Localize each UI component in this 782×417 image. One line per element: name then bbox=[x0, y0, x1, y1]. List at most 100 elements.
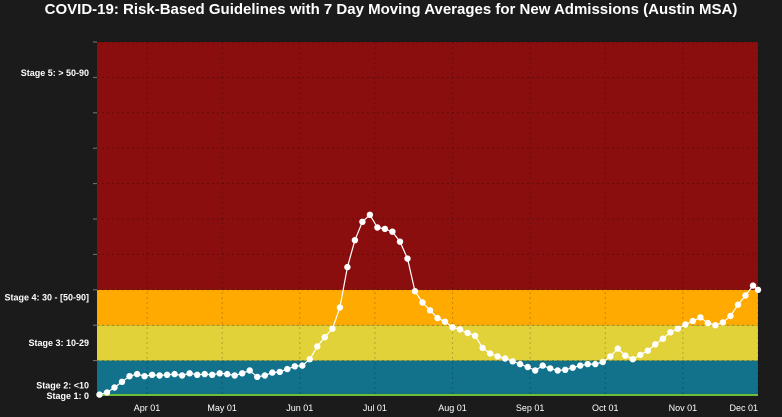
data-point bbox=[314, 343, 321, 350]
data-point bbox=[674, 325, 682, 332]
x-tick-label: Dec 01 bbox=[729, 403, 758, 413]
data-point bbox=[622, 352, 629, 359]
data-point bbox=[404, 255, 411, 262]
data-point bbox=[712, 322, 719, 329]
data-point bbox=[178, 372, 186, 379]
data-point bbox=[547, 365, 554, 372]
stage-label-2: Stage 2: <10 bbox=[36, 380, 89, 390]
data-point bbox=[299, 362, 306, 369]
x-axis-ticks: Apr 01 May 01 Jun 01 Jul 01 Aug 01 Sep 01 Oct … bbox=[134, 403, 758, 413]
data-point bbox=[171, 370, 178, 378]
data-point bbox=[637, 351, 644, 359]
data-point bbox=[471, 332, 479, 339]
data-point bbox=[344, 263, 351, 271]
data-point bbox=[276, 368, 283, 376]
data-point bbox=[754, 286, 762, 293]
data-point bbox=[366, 211, 374, 218]
data-point bbox=[209, 371, 216, 378]
data-point bbox=[351, 237, 359, 244]
data-point bbox=[246, 367, 253, 374]
data-point bbox=[133, 370, 141, 378]
data-point bbox=[126, 373, 133, 380]
data-point bbox=[163, 371, 171, 378]
data-point bbox=[667, 329, 674, 336]
data-point bbox=[103, 389, 111, 396]
data-point bbox=[592, 360, 599, 368]
data-point bbox=[516, 360, 524, 368]
data-point bbox=[389, 228, 396, 235]
data-point bbox=[239, 370, 246, 377]
x-tick-label: May 01 bbox=[207, 403, 237, 413]
data-point bbox=[231, 372, 238, 379]
data-point bbox=[186, 370, 193, 377]
data-point bbox=[194, 371, 201, 378]
data-point bbox=[734, 301, 742, 308]
data-point bbox=[329, 325, 336, 332]
data-point bbox=[336, 304, 344, 311]
data-point bbox=[216, 370, 223, 377]
stage-bands bbox=[97, 42, 758, 396]
data-point bbox=[374, 224, 381, 231]
data-point bbox=[381, 225, 389, 233]
data-point bbox=[501, 355, 509, 362]
data-point bbox=[532, 367, 539, 374]
data-point bbox=[562, 366, 569, 373]
data-point bbox=[269, 369, 276, 376]
data-point bbox=[727, 312, 734, 320]
x-tick-label: Jul 01 bbox=[363, 403, 387, 413]
stage-label-5: Stage 5: > 50-90 bbox=[21, 68, 89, 78]
grid-lines bbox=[93, 41, 759, 396]
data-point bbox=[321, 334, 328, 341]
data-point bbox=[419, 299, 426, 306]
stage-label-4: Stage 4: 30 - [50-90] bbox=[4, 293, 89, 303]
data-point bbox=[306, 356, 313, 363]
data-point bbox=[629, 356, 636, 363]
data-point bbox=[742, 292, 749, 299]
series-layer bbox=[96, 211, 762, 398]
x-tick-label: Nov 01 bbox=[669, 403, 698, 413]
data-point bbox=[254, 373, 261, 381]
data-point bbox=[682, 321, 689, 328]
stage-band-5 bbox=[97, 42, 758, 290]
stage-band-2 bbox=[97, 360, 758, 394]
stage-band-3 bbox=[97, 325, 758, 361]
data-point bbox=[697, 314, 704, 321]
data-point bbox=[524, 363, 531, 371]
stage-label-3: Stage 3: 10-29 bbox=[28, 338, 89, 348]
data-point bbox=[464, 329, 471, 337]
data-point bbox=[118, 378, 126, 385]
data-point bbox=[449, 324, 456, 331]
data-point bbox=[614, 345, 621, 352]
data-point bbox=[426, 307, 434, 314]
x-tick-label: Sep 01 bbox=[516, 403, 545, 413]
x-tick-label: Apr 01 bbox=[134, 403, 161, 413]
data-point bbox=[659, 335, 667, 342]
data-point bbox=[434, 314, 441, 322]
data-point bbox=[719, 319, 727, 326]
data-point bbox=[96, 391, 103, 398]
data-point bbox=[291, 363, 298, 370]
data-point bbox=[261, 372, 268, 379]
data-point bbox=[156, 372, 163, 379]
data-point bbox=[359, 218, 366, 225]
stage-label-1: Stage 1: 0 bbox=[46, 391, 89, 401]
data-point bbox=[494, 353, 501, 360]
data-point bbox=[396, 238, 404, 245]
x-tick-label: Jun 01 bbox=[286, 403, 313, 413]
data-point bbox=[569, 364, 576, 371]
data-point bbox=[224, 370, 231, 378]
data-point bbox=[577, 362, 584, 369]
data-point bbox=[111, 384, 118, 391]
data-point bbox=[509, 358, 516, 365]
data-point bbox=[652, 341, 659, 348]
data-point bbox=[704, 319, 712, 327]
x-tick-label: Oct 01 bbox=[592, 403, 619, 413]
data-point bbox=[141, 373, 148, 380]
data-point bbox=[644, 347, 651, 354]
data-point bbox=[479, 344, 486, 352]
data-point bbox=[539, 362, 546, 369]
x-tick-label: Aug 01 bbox=[438, 403, 467, 413]
